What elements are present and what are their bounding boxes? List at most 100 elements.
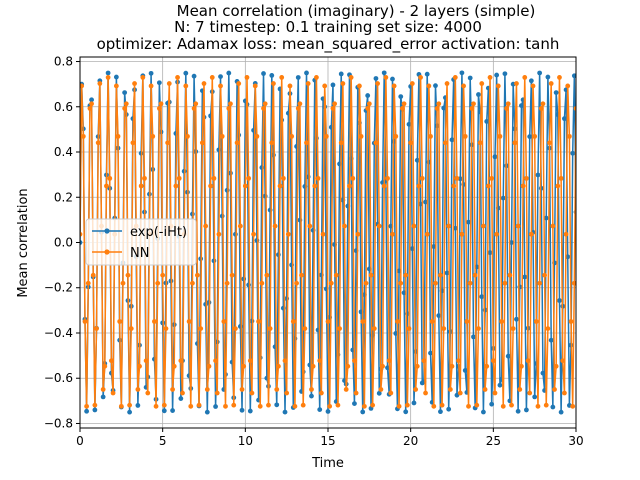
- series-point-1: [271, 81, 276, 86]
- series-point-1: [528, 231, 534, 237]
- y-tick-label: −0.4: [44, 326, 73, 340]
- series-point-1: [190, 280, 195, 286]
- series-point-1: [393, 133, 399, 139]
- series-point-0: [183, 70, 189, 76]
- series-point-1: [332, 101, 338, 107]
- series-point-0: [514, 316, 519, 322]
- series-point-1: [150, 133, 156, 139]
- series-point-0: [156, 80, 162, 86]
- series-point-1: [358, 133, 364, 139]
- series-point-1: [323, 133, 329, 139]
- series-point-0: [441, 105, 447, 111]
- series-point-1: [120, 280, 126, 286]
- series-point-1: [446, 223, 452, 229]
- series-point-1: [328, 280, 334, 286]
- x-tick-label: 20: [403, 434, 418, 448]
- series-point-1: [95, 140, 101, 146]
- series-point-0: [484, 119, 490, 124]
- chart-title-line-1: Mean correlation (imaginary) - 2 layers …: [177, 2, 536, 20]
- series-point-0: [500, 195, 506, 201]
- series-point-1: [312, 183, 318, 189]
- series-point-0: [505, 353, 511, 359]
- series-point-1: [272, 223, 278, 229]
- series-point-1: [299, 272, 304, 278]
- legend-label-exp: exp(-iHt): [130, 225, 187, 240]
- series-point-1: [160, 272, 166, 278]
- series-point-0: [241, 276, 247, 282]
- series-point-1: [452, 75, 458, 80]
- series-point-0: [89, 97, 94, 103]
- series-point-1: [433, 280, 438, 286]
- series-point-1: [155, 280, 161, 286]
- series-point-0: [135, 403, 141, 408]
- y-tick-label: 0.6: [54, 100, 73, 114]
- series-point-1: [519, 363, 524, 369]
- series-point-1: [287, 83, 293, 89]
- series-point-1: [542, 272, 547, 278]
- series-point-1: [266, 402, 271, 408]
- series-point-1: [368, 272, 374, 278]
- series-point-1: [178, 358, 184, 364]
- series-point-1: [355, 231, 361, 237]
- series-point-0: [282, 409, 288, 415]
- series-point-1: [414, 363, 420, 369]
- series-point-1: [300, 402, 306, 408]
- series-point-1: [284, 390, 290, 396]
- x-axis-label: Time: [311, 456, 344, 471]
- series-point-1: [447, 387, 453, 392]
- series-point-1: [381, 183, 387, 189]
- series-point-1: [322, 83, 328, 89]
- series-point-1: [360, 319, 366, 324]
- x-tick-label: 10: [238, 434, 253, 448]
- series-point-1: [416, 183, 422, 189]
- series-point-1: [156, 106, 162, 111]
- y-tick-label: −0.6: [44, 371, 73, 385]
- series-point-0: [398, 94, 404, 99]
- series-point-0: [360, 409, 366, 415]
- series-point-0: [557, 298, 562, 303]
- series-point-0: [381, 70, 387, 76]
- series-point-1: [464, 319, 470, 324]
- series-point-1: [130, 140, 136, 146]
- series-point-0: [444, 270, 450, 276]
- series-point-1: [562, 390, 567, 396]
- series-point-1: [317, 358, 323, 364]
- series-point-1: [408, 140, 414, 146]
- series-point-1: [221, 319, 227, 324]
- series-point-1: [304, 140, 309, 146]
- series-point-0: [438, 409, 443, 415]
- series-point-1: [471, 101, 476, 107]
- series-point-1: [92, 402, 98, 408]
- series-point-0: [411, 400, 417, 406]
- legend: exp(-iHt) NN: [85, 218, 197, 266]
- x-tick-label: 30: [568, 434, 583, 448]
- series-point-1: [395, 319, 400, 324]
- series-point-0: [170, 408, 175, 413]
- series-point-0: [204, 409, 210, 415]
- series-point-1: [466, 403, 471, 409]
- series-point-1: [419, 175, 425, 181]
- series-point-0: [558, 409, 564, 415]
- x-tick-label: 0: [76, 434, 84, 448]
- series-point-0: [127, 409, 132, 415]
- series-point-1: [391, 83, 397, 89]
- series-point-1: [231, 402, 237, 408]
- series-point-1: [145, 390, 151, 396]
- series-point-1: [378, 387, 384, 392]
- series-point-1: [436, 101, 442, 107]
- series-point-1: [138, 183, 144, 189]
- series-point-0: [548, 337, 554, 343]
- series-point-1: [350, 175, 356, 181]
- series-point-1: [490, 358, 496, 364]
- series-point-1: [249, 390, 255, 396]
- series-point-1: [80, 133, 86, 139]
- series-point-1: [337, 326, 342, 331]
- series-point-1: [570, 403, 576, 409]
- series-point-1: [223, 403, 228, 409]
- series-point-1: [434, 106, 440, 111]
- series-point-1: [492, 390, 498, 396]
- series-point-1: [226, 106, 232, 111]
- series-point-0: [540, 370, 546, 376]
- y-tick-label: −0.8: [44, 416, 73, 430]
